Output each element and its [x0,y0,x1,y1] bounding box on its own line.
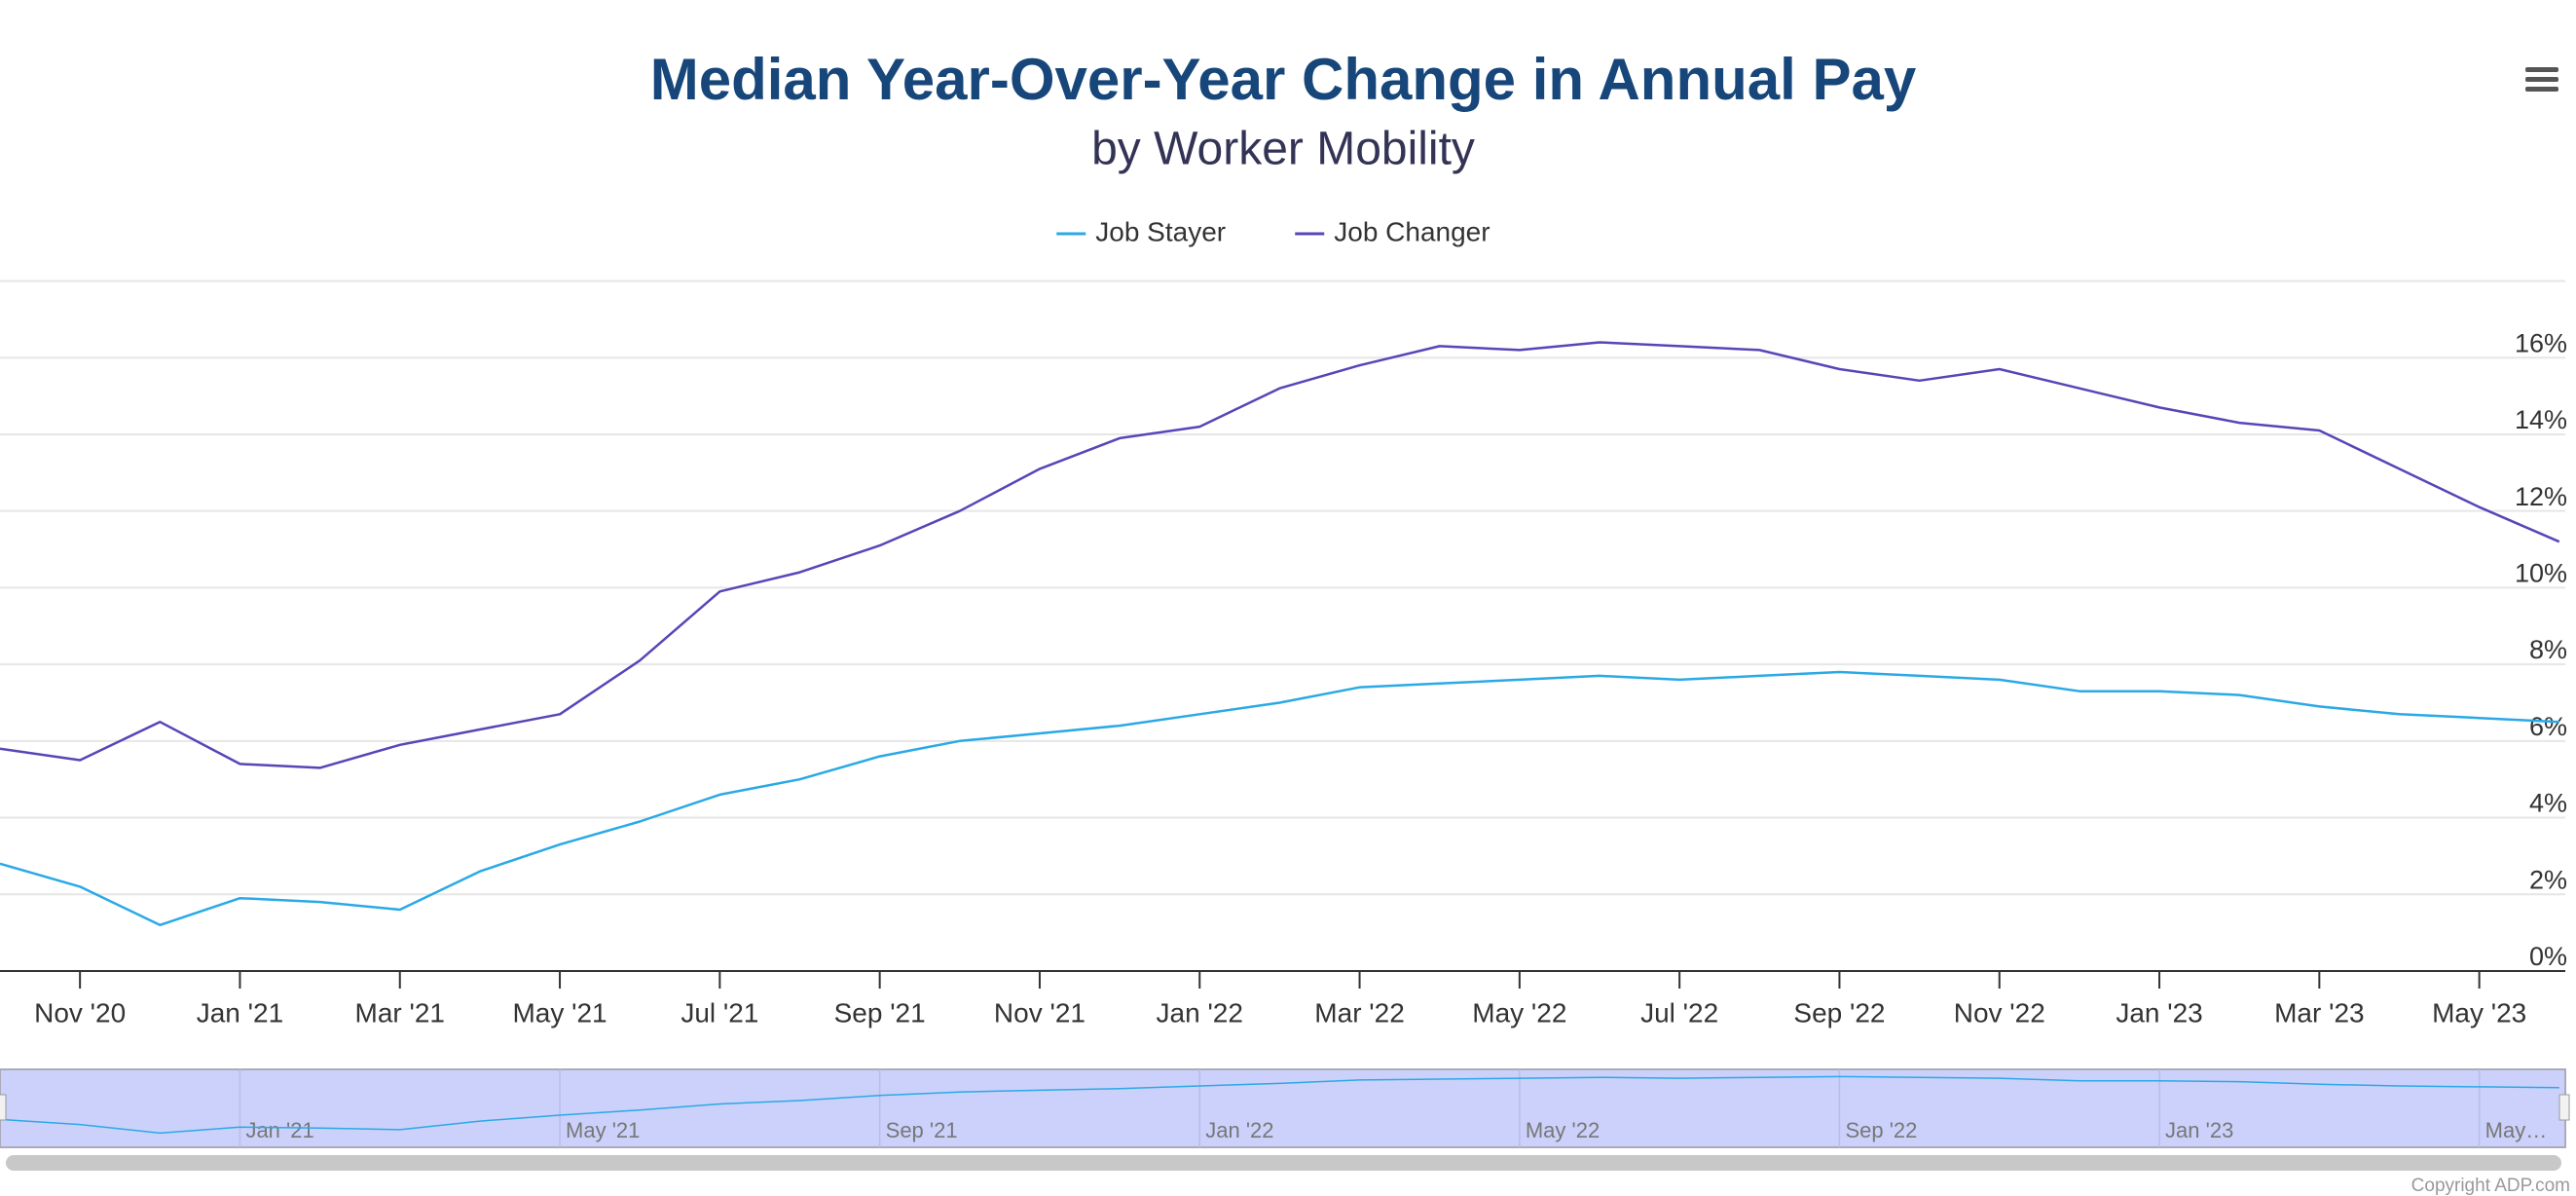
menu-button[interactable] [2525,67,2558,92]
x-tick-label: Nov '20 [34,997,126,1028]
x-tick-label: May '22 [1472,997,1566,1028]
x-tick-label: Jul '22 [1640,997,1718,1028]
y-tick-label: 6% [2529,712,2567,741]
x-tick-label: Sep '21 [834,997,926,1028]
legend-item[interactable]: Job Changer [1295,216,1490,246]
x-tick-label: May '21 [512,997,607,1028]
series-line [0,341,2560,769]
y-tick-label: 12% [2515,482,2567,511]
navigator-label: May '21 [566,1118,640,1142]
legend-label: Job Changer [1334,216,1490,246]
navigator-label: May '22 [1526,1118,1600,1142]
x-tick-label: Sep '22 [1793,997,1885,1028]
navigator-label: Sep '21 [886,1118,958,1142]
legend-label: Job Stayer [1095,216,1226,246]
menu-bar [2525,87,2558,92]
navigator-mask [0,1068,2566,1148]
y-tick-label: 8% [2529,635,2567,664]
series-line [0,1075,2559,1135]
x-tick-label: May '23 [2432,997,2526,1028]
y-tick-label: 10% [2515,559,2567,588]
chart-subtitle: by Worker Mobility [1091,124,1475,175]
x-tick-label: Jan '23 [2116,997,2202,1028]
y-tick-label: 2% [2529,865,2567,894]
x-tick-label: Mar '21 [355,997,446,1028]
x-tick-label: Nov '22 [1954,997,2045,1028]
y-tick-label: 16% [2515,328,2567,357]
x-tick-label: Mar '22 [1314,997,1405,1028]
credits: Copyright ADP.com [2411,1176,2570,1196]
scrollbar[interactable] [6,1155,2561,1171]
navigator-label: Jan '23 [2165,1118,2233,1142]
legend-item[interactable]: Job Stayer [1056,216,1226,246]
y-tick-label: 4% [2529,789,2567,818]
x-tick-label: Jan '21 [197,997,283,1028]
y-tick-label: 14% [2515,405,2567,434]
menu-bar [2525,77,2558,82]
y-tick-label: 0% [2529,942,2567,971]
x-tick-label: Jul '21 [681,997,758,1028]
x-tick-label: Nov '21 [994,997,1086,1028]
chart-title: Median Year-Over-Year Change in Annual P… [650,47,1917,112]
navigator-label: Jan '21 [245,1118,313,1142]
navigator-label: Jan '22 [1205,1118,1273,1142]
navigator-handle[interactable] [0,1094,7,1121]
menu-bar [2525,67,2558,72]
series-line [0,670,2559,927]
navigator-label: Sep '22 [1845,1118,1917,1142]
navigator-label: May… [2485,1118,2548,1142]
x-tick-label: Jan '22 [1157,997,1243,1028]
x-tick-label: Mar '23 [2274,997,2365,1028]
navigator-handle[interactable] [2558,1094,2570,1121]
